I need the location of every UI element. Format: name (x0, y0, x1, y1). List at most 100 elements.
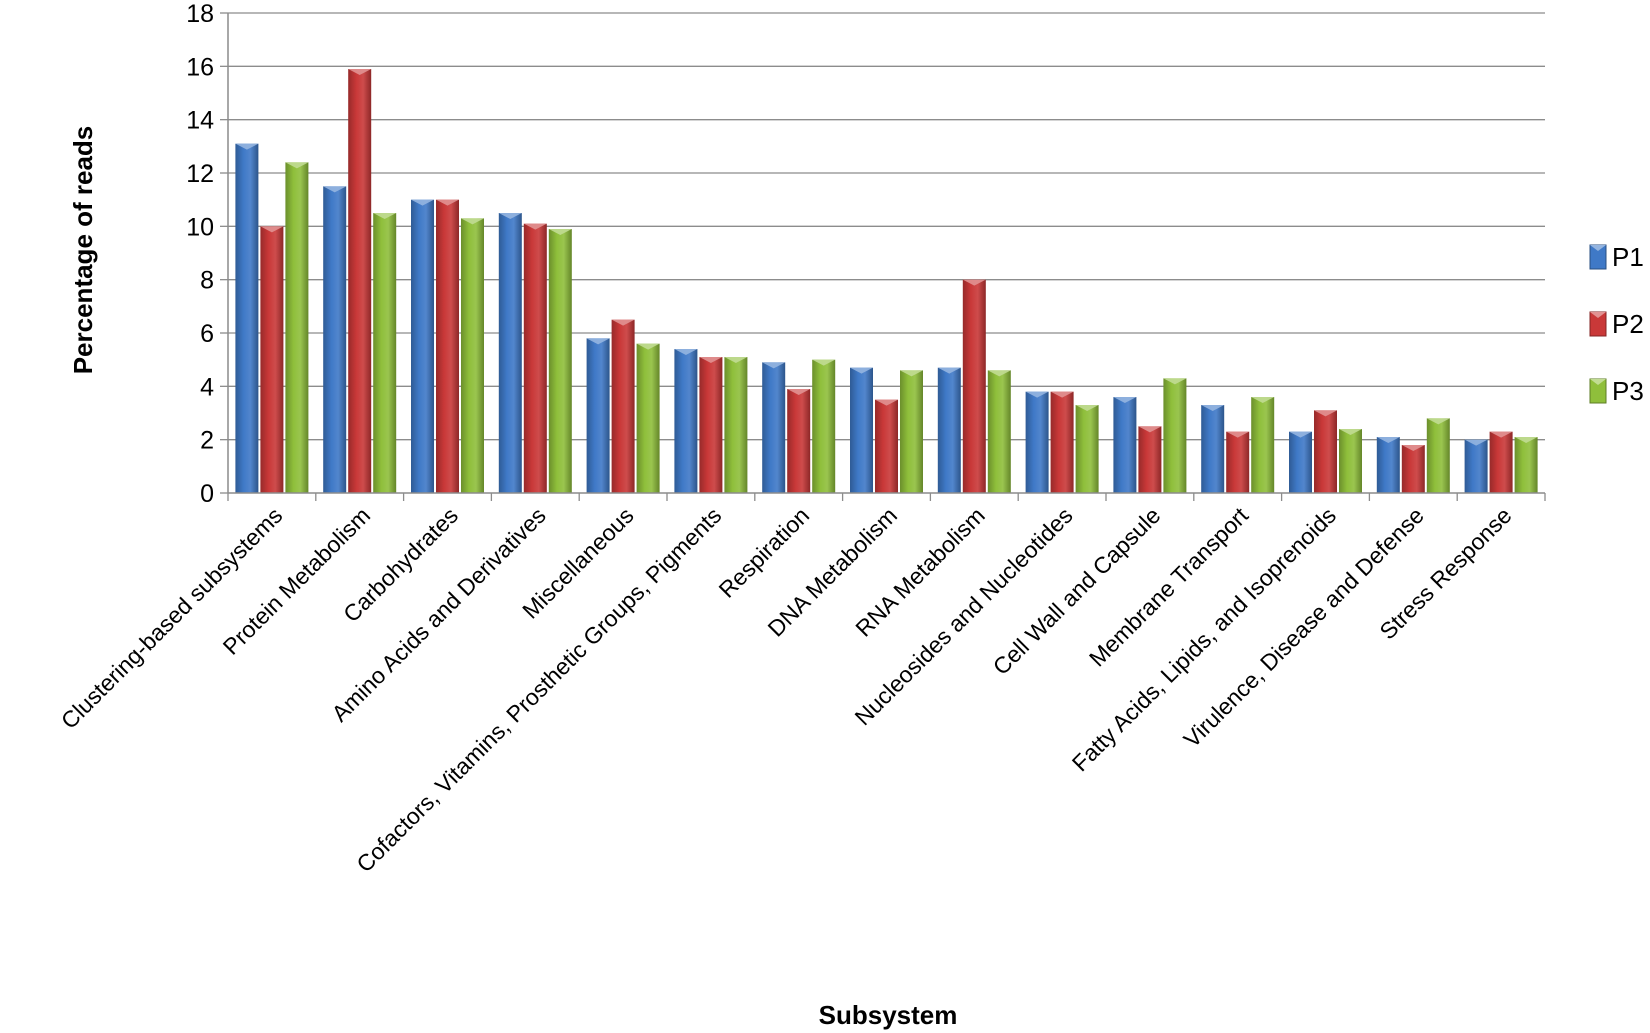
legend: P1 P2 P3 (1589, 242, 1644, 406)
legend-label: P2 (1612, 309, 1644, 339)
bar-cap (636, 343, 660, 350)
legend-swatch-cap (1590, 312, 1606, 318)
bar-body (962, 279, 986, 493)
legend-swatch-cap (1590, 245, 1606, 251)
bar-p1 (1376, 437, 1400, 493)
bar-p1 (1113, 397, 1137, 493)
bar-body (436, 199, 459, 493)
x-axis-title: Subsystem (819, 1000, 958, 1030)
bar-body (586, 338, 610, 493)
bar-cap (235, 143, 259, 150)
bar-cap (987, 370, 1011, 377)
bar-p2 (1226, 431, 1250, 493)
legend-label: P3 (1612, 376, 1644, 406)
bar-body (523, 223, 547, 493)
bar-p1 (323, 186, 347, 494)
bar-body (1113, 397, 1137, 493)
bar-body (1050, 391, 1074, 493)
bar-cap (285, 162, 309, 169)
x-category-label: Membrane Transport (1084, 502, 1254, 672)
bar-cap (1113, 397, 1137, 403)
bar-body (1075, 405, 1099, 493)
legend-label: P1 (1612, 242, 1644, 272)
bar-cap (260, 226, 284, 233)
bar-cap (1514, 437, 1538, 443)
bar-p3 (1251, 397, 1275, 493)
bar-p3 (1163, 378, 1187, 493)
legend-item-p3: P3 (1589, 376, 1644, 406)
bar-body (724, 357, 748, 493)
bar-p1 (498, 213, 522, 493)
bar-p3 (461, 218, 484, 494)
bar-cap (1050, 391, 1074, 398)
y-tick-label: 8 (200, 267, 214, 295)
bar-p3 (285, 162, 309, 494)
bar-cap (900, 370, 923, 377)
bar-p1 (674, 349, 698, 493)
legend-item-p1: P1 (1589, 242, 1644, 272)
bar-cap (436, 199, 459, 206)
bar-p1 (1025, 391, 1049, 493)
y-tick-label: 0 (200, 480, 214, 508)
bar-p3 (636, 343, 660, 493)
bar-cap (411, 199, 434, 206)
bar-cap (875, 399, 898, 406)
bar-p1 (762, 362, 786, 493)
y-tick-label: 6 (200, 320, 214, 348)
bar-body (1314, 410, 1337, 493)
bar-p1 (1464, 439, 1488, 493)
bar-cap (461, 218, 484, 225)
bar-p3 (1339, 429, 1362, 493)
bar-cap (348, 69, 372, 75)
bar-body (1401, 445, 1425, 493)
bar-p3 (900, 370, 923, 493)
bar-cap (1075, 405, 1099, 411)
bar-body (461, 218, 484, 494)
bar-body (1464, 439, 1488, 493)
bar-p3 (812, 359, 836, 493)
bar-p1 (850, 367, 873, 493)
bar-cap (1138, 426, 1162, 433)
bar-cap (1163, 378, 1187, 385)
bar-p2 (1489, 431, 1513, 493)
bar-body (235, 143, 259, 493)
bar-cap (1339, 429, 1362, 435)
bar-p2 (523, 223, 547, 493)
legend-item-p2: P2 (1589, 309, 1644, 339)
bar-cap (548, 229, 572, 235)
bar-body (1025, 391, 1049, 493)
y-tick-label: 18 (186, 0, 214, 28)
bar-p3 (1426, 418, 1450, 493)
bar-body (1201, 405, 1225, 493)
bar-p1 (937, 367, 961, 493)
bar-cap (1201, 405, 1225, 411)
bar-p2 (436, 199, 459, 493)
bar-p1 (1289, 431, 1312, 493)
axis-layer (220, 12, 1546, 501)
bar-p3 (548, 229, 572, 493)
bar-cap (674, 349, 698, 355)
bar-cap (1376, 437, 1400, 443)
bar-body (674, 349, 698, 493)
bar-p3 (1514, 437, 1538, 493)
bar-cap (1464, 439, 1488, 446)
bar-p1 (411, 199, 434, 493)
bar-cap (1426, 418, 1450, 425)
bar-p2 (348, 69, 372, 493)
bar-p1 (235, 143, 259, 493)
bar-body (1163, 378, 1187, 493)
bar-cap (586, 338, 610, 345)
bar-cap (1489, 431, 1513, 438)
x-category-label: Cell Wall and Capsule (988, 502, 1166, 680)
bar-cap (762, 362, 786, 369)
bar-cap (1289, 431, 1312, 438)
bar-p3 (373, 213, 397, 493)
bar-body (875, 399, 898, 493)
y-tick-label: 16 (186, 53, 214, 81)
bar-cap (498, 213, 522, 219)
bar-cap (1314, 410, 1337, 417)
bar-cap (937, 367, 961, 374)
bar-body (1226, 431, 1250, 493)
bar-body (1514, 437, 1538, 493)
